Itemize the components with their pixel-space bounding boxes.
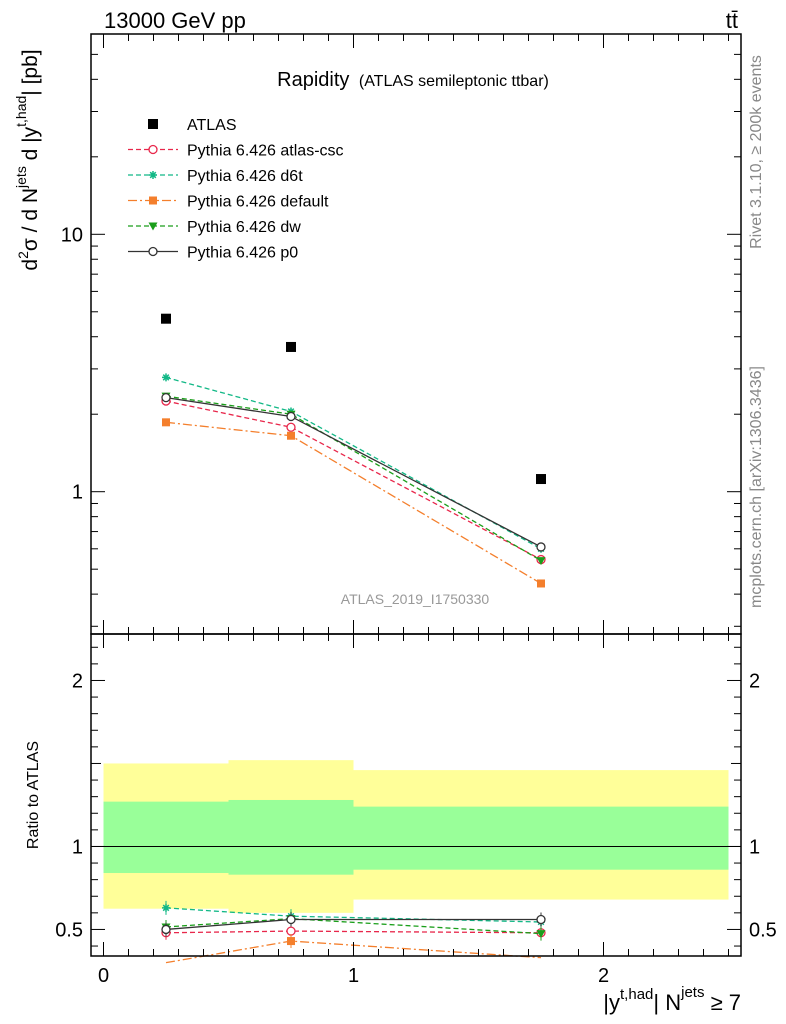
legend-entry-5: Pythia 6.426 p0 [128, 245, 298, 262]
series-4-ratio-marker-1 [286, 914, 296, 925]
legend-entry-5-label: Pythia 6.426 p0 [187, 245, 298, 262]
ratio-panel-frame [90, 633, 742, 957]
series-4-main-line [165, 396, 542, 548]
ratio-y-axis-label: Ratio to ATLAS [25, 741, 42, 849]
ylabel-sup2: 2 [15, 251, 31, 259]
series-0-ratio-line [165, 930, 542, 934]
legend-entry-4-label: Pythia 6.426 dw [187, 219, 301, 236]
legend-entry-0-marker [148, 119, 158, 129]
series-4-main-marker-1 [286, 411, 296, 422]
atlas-data-point-0 [161, 313, 171, 324]
main-y-tick-label-1: 1 [72, 482, 83, 504]
main-y-axis-label: d2σ / d Njets d |yt,had| [pb] [13, 49, 42, 270]
legend-entry-0: ATLAS [148, 117, 237, 134]
rivet-version-label: Rivet 3.1.10, ≥ 200k events [748, 55, 765, 249]
analysis-watermark: ATLAS_2019_I1750330 [341, 591, 490, 607]
series-3-main-marker-2 [536, 557, 546, 566]
plot-title: Rapidity (ATLAS semileptonic ttbar) [277, 69, 549, 91]
xlabel-jets: jets [680, 984, 704, 1001]
ylabel-jets: jets [13, 166, 29, 189]
legend-entry-0-label: ATLAS [187, 117, 237, 134]
ylabel-sigma: σ / d N [19, 188, 42, 251]
ratio-y-tick-label-left-0.5: 0.5 [55, 919, 83, 941]
atlas-data-points [161, 313, 546, 485]
xlabel-thad: t,had [620, 986, 653, 1003]
mcplots-label: mcplots.cern.ch [arXiv:1306.3436] [748, 366, 765, 608]
ratio-y-tick-label-right-0.5: 0.5 [749, 919, 777, 941]
legend-entry-1-marker [148, 144, 158, 155]
xlabel-n: | N [653, 990, 681, 1015]
series-2-main-marker-1 [287, 431, 295, 440]
series-1-main-marker-0 [162, 373, 170, 382]
legend-entry-2-label: Pythia 6.426 d6t [187, 168, 303, 185]
xlabel-ge: ≥ 7 [704, 990, 741, 1015]
inner-band-bin-2 [353, 806, 729, 870]
series-4-ratio-marker-2 [536, 914, 546, 925]
series-2-ratio-marker-1 [287, 937, 295, 946]
series-4-main-marker-2 [536, 542, 546, 552]
series-1-main-line [165, 376, 542, 550]
series-2-main-marker-2 [537, 579, 545, 588]
series-4-ratio-marker-0 [161, 924, 171, 935]
ylabel-dy: d |y [19, 126, 42, 166]
atlas-data-point-1 [286, 341, 296, 352]
legend-entry-2-marker [149, 171, 157, 179]
legend-entry-5-marker [148, 246, 158, 257]
legend-entry-2: Pythia 6.426 d6t [128, 168, 303, 185]
legend-entry-4-marker [148, 222, 158, 231]
plot-title-main: Rapidity [277, 69, 349, 91]
series-0-main-marker-1 [286, 422, 296, 432]
x-tick-label-1: 1 [348, 965, 359, 987]
inner-band-bin-0 [103, 801, 229, 874]
axes-frames: 0 1 2 1 10 0.5 0.5 1 1 2 2 [55, 33, 777, 987]
mc-series [161, 373, 546, 964]
legend: ATLAS Pythia 6.426 atlas-csc Pythia 6.426 … [128, 117, 344, 262]
ratio-y-tick-label-right-1: 1 [749, 836, 760, 858]
series-4-ratio-line [165, 918, 541, 931]
atlas-data-point-2 [536, 474, 546, 485]
series-4-main-marker-0 [161, 392, 171, 403]
x-tick-label-2: 2 [598, 965, 609, 987]
legend-entry-4: Pythia 6.426 dw [128, 219, 301, 236]
ratio-y-tick-label-right-2: 2 [749, 670, 760, 692]
ylabel-d: d [19, 259, 42, 271]
main-y-tick-label-10: 10 [61, 224, 83, 246]
legend-entry-3: Pythia 6.426 default [128, 194, 329, 211]
series-1-ratio-marker-0 [162, 903, 170, 912]
legend-entry-3-marker [149, 196, 157, 205]
xlabel-y: |y [603, 990, 620, 1015]
plot-title-sub: (ATLAS semileptonic ttbar) [359, 73, 549, 90]
inner-band-bin-1 [228, 799, 354, 875]
series-4 [161, 392, 546, 937]
x-axis-label: |yt,had| Njets ≥ 7 [603, 984, 741, 1015]
ratio-y-tick-label-left-1: 1 [72, 836, 83, 858]
uncertainty-bands [103, 760, 729, 913]
header-energy-label: 13000 GeV pp [104, 8, 246, 33]
series-3-main-line [165, 395, 542, 562]
legend-entry-1-label: Pythia 6.426 atlas-csc [187, 143, 344, 160]
series-0-ratio-marker-1 [286, 926, 296, 936]
series-3-ratio-marker-2 [536, 930, 546, 939]
header-process-label: tt̄ [726, 8, 738, 33]
x-tick-label-0: 0 [98, 965, 109, 987]
legend-entry-1: Pythia 6.426 atlas-csc [128, 143, 344, 160]
ratio-y-tick-label-left-2: 2 [72, 670, 83, 692]
ylabel-pb: | [pb] [19, 49, 42, 95]
series-2-main-marker-0 [162, 418, 170, 427]
series-0-main-line [165, 400, 542, 561]
legend-entry-3-label: Pythia 6.426 default [187, 194, 329, 211]
ylabel-thad: t,had [13, 96, 29, 127]
series-3-ratio-line [165, 918, 542, 935]
